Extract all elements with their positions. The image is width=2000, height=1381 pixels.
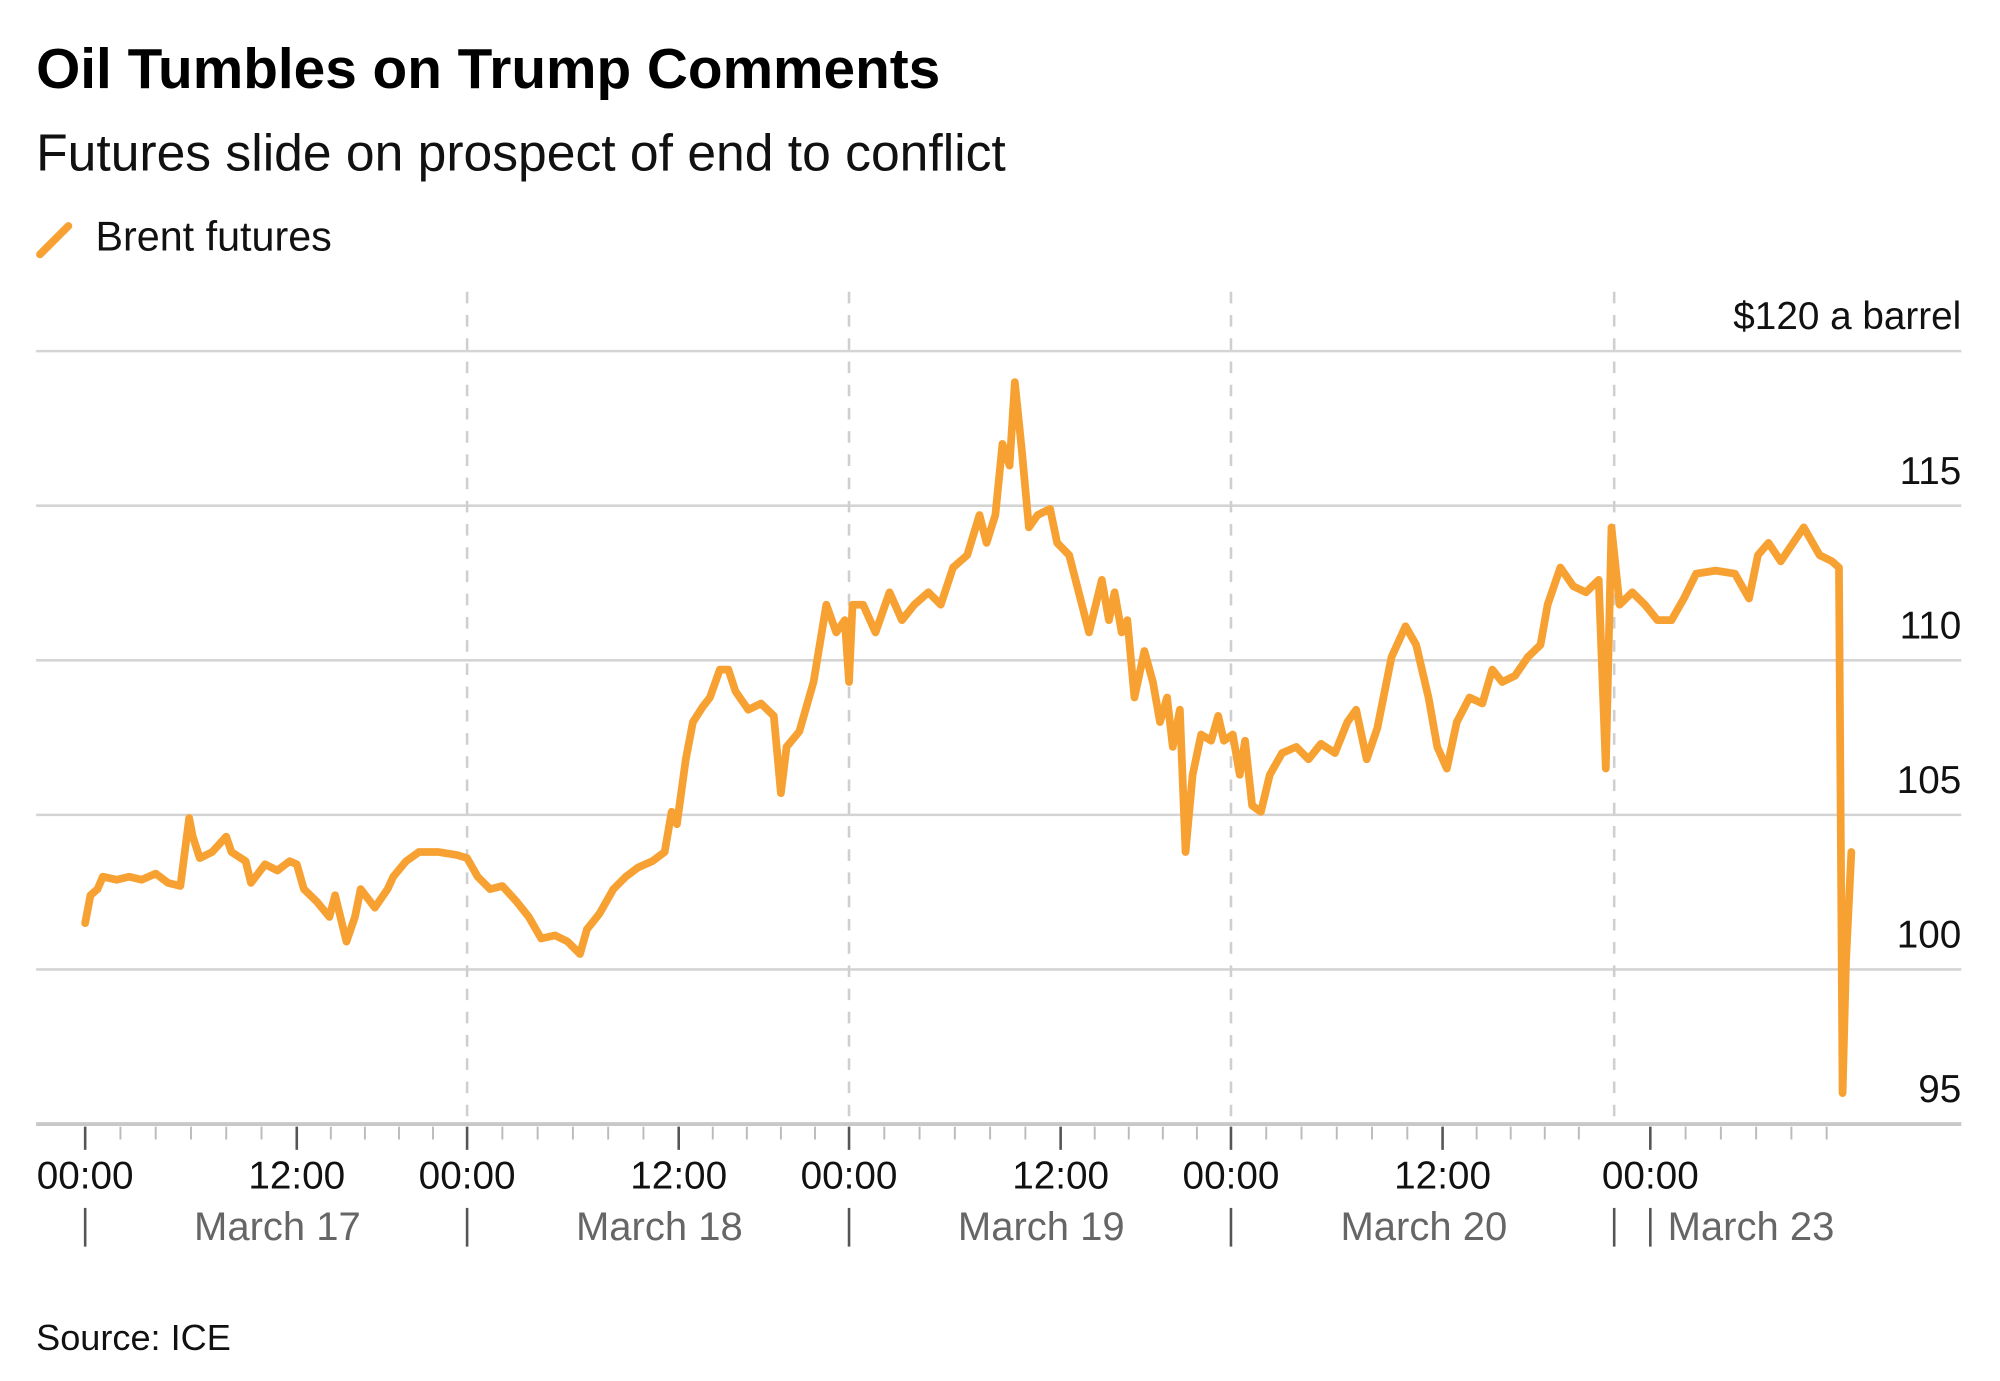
- x-tick-label: 12:00: [630, 1155, 727, 1198]
- legend: Brent futures: [36, 214, 332, 260]
- day-label: March 17: [194, 1205, 361, 1249]
- y-tick-label: 115: [1900, 450, 1962, 493]
- legend-label-brent: Brent futures: [95, 214, 331, 260]
- y-tick-label: 100: [1897, 914, 1962, 957]
- chart-title: Oil Tumbles on Trump Comments: [36, 38, 940, 101]
- y-axis-labels: $120 a barrel 115 110 105 100 95: [1733, 295, 1961, 1111]
- y-tick-label: 105: [1897, 759, 1962, 802]
- legend-swatch-brent: [36, 222, 73, 259]
- x-tick-label: 00:00: [419, 1155, 516, 1198]
- chart-subtitle: Futures slide on prospect of end to conf…: [36, 123, 1006, 181]
- day-label: March 18: [576, 1205, 743, 1249]
- series-line-brent-futures: [81, 378, 1856, 1097]
- x-tick-label: 00:00: [1183, 1155, 1280, 1198]
- gridlines: [36, 349, 1962, 971]
- y-tick-label: 95: [1918, 1068, 1961, 1111]
- x-tick-label: 00:00: [37, 1155, 134, 1198]
- day-label: March 20: [1340, 1205, 1507, 1249]
- x-tick-label: 12:00: [1394, 1155, 1491, 1198]
- x-tick-label: 12:00: [1012, 1155, 1109, 1198]
- x-axis: 00:00 12:00 00:00 12:00 00:00 12:00 00:00 12:00…: [36, 1122, 1962, 1249]
- y-tick-label: $120 a barrel: [1733, 295, 1961, 338]
- vertical-gridlines: [465, 291, 1616, 1125]
- x-tick-label: 00:00: [801, 1155, 898, 1198]
- x-tick-label: 00:00: [1602, 1155, 1699, 1198]
- y-tick-label: 110: [1900, 604, 1962, 647]
- series-layer: [81, 378, 1856, 1097]
- day-label: March 23: [1668, 1205, 1835, 1249]
- x-tick-label: 12:00: [248, 1155, 345, 1198]
- day-label: March 19: [958, 1205, 1125, 1249]
- source-note: Source: ICE: [36, 1317, 231, 1358]
